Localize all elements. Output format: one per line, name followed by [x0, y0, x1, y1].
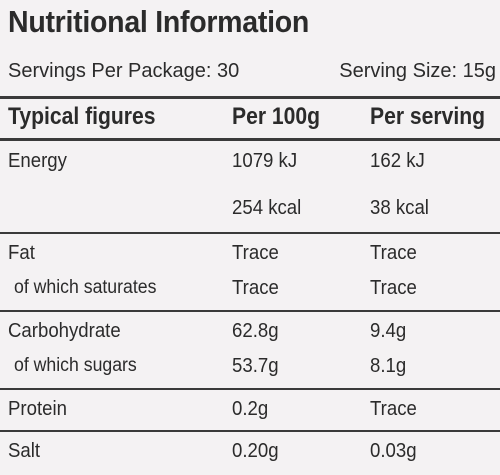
- saturates-per-100g: Trace: [232, 277, 279, 299]
- servings-per-package: Servings Per Package: 30: [8, 60, 240, 82]
- divider: [0, 232, 500, 234]
- salt-per-serving: 0.03g: [370, 440, 417, 462]
- sugars-per-100g: 53.7g: [232, 355, 279, 377]
- protein-per-serving: Trace: [370, 398, 417, 420]
- energy-kcal-per-serving: 38 kcal: [370, 197, 429, 219]
- row-label-carbohydrate: Carbohydrate: [8, 320, 121, 342]
- row-label-salt: Salt: [8, 440, 41, 462]
- carbohydrate-per-100g: 62.8g: [232, 320, 279, 342]
- divider: [0, 138, 500, 141]
- column-header-per-serving: Per serving: [370, 103, 486, 130]
- column-header-per-100g: Per 100g: [232, 103, 321, 130]
- carbohydrate-per-serving: 9.4g: [370, 320, 407, 342]
- energy-kj-per-100g: 1079 kJ: [232, 150, 298, 172]
- sugars-per-serving: 8.1g: [370, 355, 407, 377]
- row-label-sugars: of which sugars: [14, 355, 137, 376]
- fat-per-100g: Trace: [232, 242, 279, 264]
- protein-per-100g: 0.2g: [232, 398, 269, 420]
- divider: [0, 388, 500, 390]
- divider: [0, 430, 500, 432]
- saturates-per-serving: Trace: [370, 277, 417, 299]
- energy-kj-per-serving: 162 kJ: [370, 150, 425, 172]
- row-label-protein: Protein: [8, 398, 67, 420]
- serving-size: Serving Size: 15g: [339, 60, 496, 82]
- salt-per-100g: 0.20g: [232, 440, 279, 462]
- page-title: Nutritional Information: [8, 4, 310, 39]
- servings-line: Servings Per Package: 30 Serving Size: 1…: [8, 60, 496, 83]
- divider: [0, 310, 500, 312]
- divider: [0, 96, 500, 99]
- fat-per-serving: Trace: [370, 242, 417, 264]
- row-label-energy: Energy: [8, 150, 67, 172]
- row-label-saturates: of which saturates: [14, 277, 157, 298]
- column-header-typical: Typical figures: [8, 103, 156, 130]
- row-label-fat: Fat: [8, 242, 35, 264]
- energy-kcal-per-100g: 254 kcal: [232, 197, 302, 219]
